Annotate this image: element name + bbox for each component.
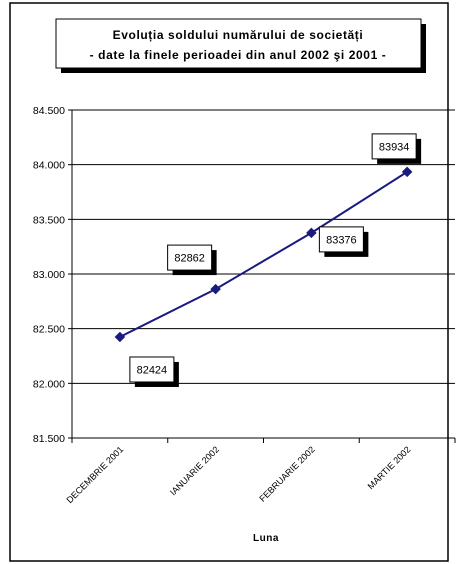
chart-title-line-1: Evoluția soldului numărului de societăți — [113, 28, 364, 42]
data-point-1 — [210, 283, 221, 295]
data-label-box-2 — [318, 226, 364, 253]
series-layer — [114, 166, 413, 343]
y-tick-label-4: 83.500 — [33, 214, 65, 226]
x-axis-title: Luna — [253, 533, 279, 544]
y-tick-label-1: 82.000 — [33, 378, 65, 390]
y-tick-label-6: 84.500 — [33, 105, 65, 117]
data-point-0 — [114, 331, 126, 343]
chart-title-box: Evoluția soldului numărului de societăți… — [55, 18, 426, 73]
data-label-text-3: 83934 — [379, 141, 410, 153]
data-label-1: 82862 — [167, 244, 217, 276]
data-point-3 — [401, 166, 413, 178]
data-label-box-3 — [371, 133, 417, 160]
title-box — [55, 18, 422, 69]
data-label-2: 83376 — [318, 226, 369, 257]
series-line — [119, 171, 408, 338]
data-label-box-0 — [129, 356, 175, 383]
y-tick-label-3: 83.000 — [33, 269, 65, 281]
data-label-text-1: 82862 — [174, 253, 205, 265]
data-point-2 — [306, 227, 317, 239]
data-label-layer: 82424 82862 83376 83934 — [129, 133, 422, 387]
data-label-3: 83934 — [371, 133, 422, 164]
data-label-box-1 — [167, 244, 213, 271]
chart-title-line-2: - date la finele perioadei din anul 2002… — [90, 48, 387, 62]
y-tick-label-2: 82.500 — [33, 324, 65, 336]
y-tick-label-0: 81.500 — [33, 433, 65, 445]
y-tick-label-5: 84.000 — [33, 160, 65, 172]
data-label-0: 82424 — [129, 356, 179, 387]
data-label-text-0: 82424 — [137, 364, 168, 376]
data-label-text-2: 83376 — [326, 234, 357, 246]
